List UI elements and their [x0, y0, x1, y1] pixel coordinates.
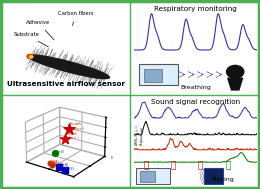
Text: Playing: Playing — [211, 177, 234, 182]
Text: Adhesive: Adhesive — [27, 20, 54, 40]
Circle shape — [226, 65, 244, 78]
Text: 大: 大 — [198, 161, 203, 170]
Text: Carbon fibers: Carbon fibers — [58, 11, 93, 26]
FancyBboxPatch shape — [204, 168, 223, 184]
Text: Substrate: Substrate — [13, 32, 48, 47]
Text: 苏: 苏 — [144, 161, 149, 170]
Ellipse shape — [29, 56, 33, 58]
Text: Respiratory monitoring: Respiratory monitoring — [154, 6, 237, 12]
Polygon shape — [228, 78, 243, 90]
FancyBboxPatch shape — [139, 64, 178, 85]
Ellipse shape — [27, 54, 33, 58]
Text: 荷: 荷 — [171, 161, 176, 170]
Text: Ultrasensitive airflow sensor: Ultrasensitive airflow sensor — [7, 81, 125, 88]
Text: Sound signal recognition: Sound signal recognition — [151, 99, 240, 105]
FancyBboxPatch shape — [144, 69, 162, 82]
Text: 学: 学 — [225, 161, 230, 170]
FancyBboxPatch shape — [136, 167, 170, 184]
FancyBboxPatch shape — [140, 171, 155, 182]
Ellipse shape — [28, 55, 109, 79]
Text: Breathing: Breathing — [180, 85, 211, 90]
